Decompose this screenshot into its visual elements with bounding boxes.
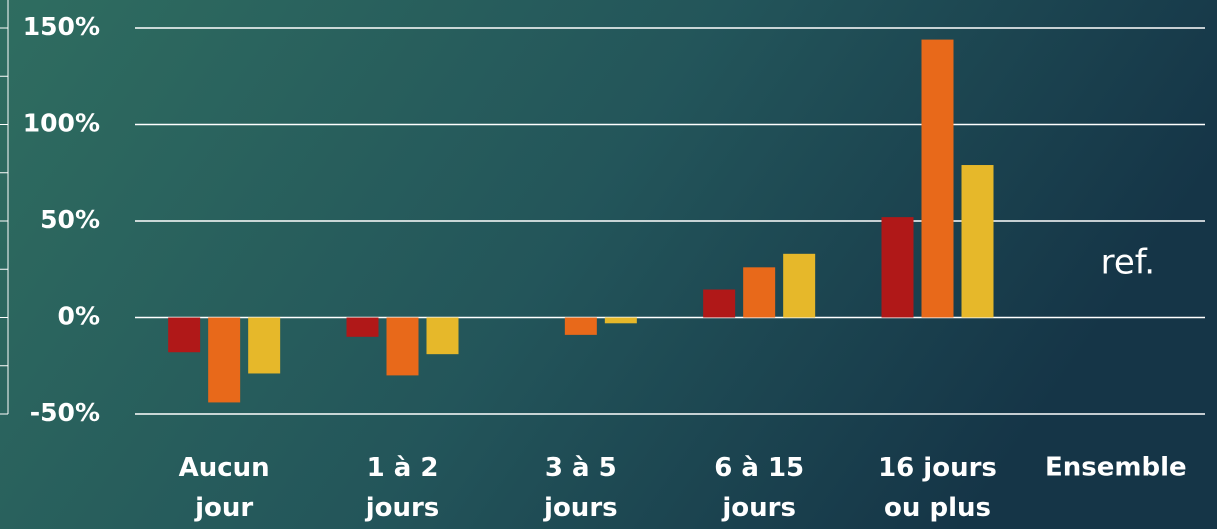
bar — [564, 317, 597, 335]
x-tick-label: 3 à 5 jours — [543, 453, 618, 523]
bar — [703, 289, 736, 318]
y-tick-label: 150% — [23, 12, 100, 41]
bar — [783, 253, 816, 318]
bar — [881, 217, 914, 318]
bar — [168, 317, 201, 353]
bar — [921, 39, 954, 318]
bar — [743, 267, 776, 318]
bar — [961, 165, 994, 318]
bar — [426, 317, 459, 355]
x-tick-label: Ensemble — [1045, 453, 1187, 483]
bar — [386, 317, 419, 376]
bar — [248, 317, 281, 374]
x-tick-label: 1 à 2 jours — [365, 453, 440, 523]
x-tick-label: Aucun jour — [179, 453, 270, 523]
y-tick-label: 0% — [58, 302, 100, 331]
x-tick-label: 6 à 15 jours — [714, 453, 804, 523]
bar — [604, 317, 637, 324]
annotation: ref. — [1101, 243, 1155, 283]
bar — [346, 317, 379, 337]
y-tick-label: 50% — [40, 205, 100, 234]
bar — [208, 317, 241, 403]
x-tick-label: 16 jours ou plus — [878, 453, 997, 523]
y-tick-label: -50% — [30, 398, 100, 427]
y-tick-label: 100% — [23, 109, 100, 138]
